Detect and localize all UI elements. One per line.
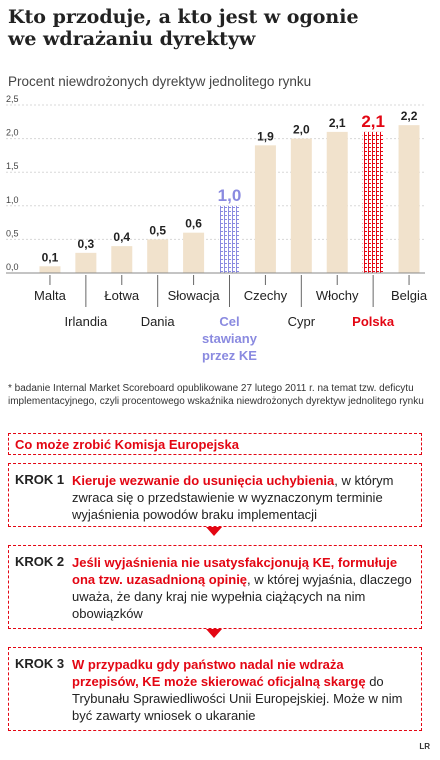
y-tick-label: 1,0 bbox=[6, 195, 19, 205]
category-label: Włochy bbox=[316, 288, 359, 303]
category-label: Dania bbox=[141, 314, 176, 329]
arrow-down-icon bbox=[206, 527, 222, 536]
bar-8 bbox=[326, 131, 348, 273]
footnote: * badanie Internal Market Scoreboard opu… bbox=[8, 383, 424, 407]
step-2: KROK 2 Jeśli wyjaśnienia nie usatysfakcj… bbox=[8, 545, 422, 629]
chart-subtitle: Procent niewdrożonych dyrektyw jednolite… bbox=[8, 74, 312, 89]
bar-4 bbox=[183, 232, 205, 273]
category-label: Cypr bbox=[288, 314, 316, 329]
value-label: 0,4 bbox=[113, 230, 130, 244]
page-title: Kto przoduje, a kto jest w ogonie we wdr… bbox=[8, 6, 428, 50]
bar-6 bbox=[254, 145, 276, 273]
bar-chart: 0,0 0,5 1,0 1,5 2,0 2,5 0,1 Malta 0,3 Irlandia 0,4… bbox=[6, 95, 428, 363]
bar-1 bbox=[75, 252, 97, 273]
step-2-label: KROK 2 bbox=[15, 554, 65, 569]
step-1-rest: , w którym zwraca się o przedstawienie w… bbox=[72, 473, 394, 522]
bar-5 bbox=[219, 205, 240, 273]
category-label: Irlandia bbox=[65, 314, 108, 329]
category-label: stawiany bbox=[202, 331, 258, 346]
bar-9 bbox=[362, 131, 384, 273]
step-3-text: W przypadku gdy państwo nadal nie wdraża… bbox=[72, 656, 412, 724]
category-label: Belgia bbox=[391, 288, 428, 303]
steps-header: Co może zrobić Komisja Europejska bbox=[8, 433, 422, 455]
bar-7 bbox=[290, 138, 312, 273]
value-label: 2,1 bbox=[329, 116, 346, 130]
value-label: 1,0 bbox=[218, 186, 242, 205]
step-2-rest: , w której wyjaśnia, dlaczego uważa, że … bbox=[72, 572, 412, 621]
category-label: Cel bbox=[219, 314, 239, 329]
bar-10 bbox=[398, 125, 420, 273]
value-label: 0,6 bbox=[185, 217, 202, 231]
arrow-down-icon bbox=[206, 629, 222, 638]
step-2-bold: Jeśli wyjaśnienia nie usatysfakcjonują K… bbox=[72, 555, 398, 587]
category-label: Słowacja bbox=[168, 288, 221, 303]
step-3-bold: W przypadku gdy państwo nadal nie wdraża… bbox=[72, 657, 366, 689]
step-3: KROK 3 W przypadku gdy państwo nadal nie… bbox=[8, 647, 422, 731]
step-3-label: KROK 3 bbox=[15, 656, 65, 671]
step-1: KROK 1 Kieruje wezwanie do usunięcia uch… bbox=[8, 463, 422, 527]
title-line-2: we wdrażaniu dyrektyw bbox=[8, 28, 256, 50]
step-1-label: KROK 1 bbox=[15, 472, 65, 487]
y-tick-label: 1,5 bbox=[6, 161, 19, 171]
value-label: 2,1 bbox=[361, 112, 385, 131]
category-label: Łotwa bbox=[104, 288, 139, 303]
value-label: 0,5 bbox=[149, 223, 166, 237]
value-label: 2,2 bbox=[401, 109, 418, 123]
y-tick-label: 0,0 bbox=[6, 262, 19, 272]
bar-0 bbox=[39, 266, 61, 273]
credit: LR bbox=[419, 742, 430, 751]
title-line-1: Kto przoduje, a kto jest w ogonie bbox=[8, 6, 359, 28]
category-label: Malta bbox=[34, 288, 67, 303]
value-label: 1,9 bbox=[257, 129, 274, 143]
step-2-text: Jeśli wyjaśnienia nie usatysfakcjonują K… bbox=[72, 554, 412, 622]
category-label: Czechy bbox=[244, 288, 288, 303]
y-tick-label: 2,0 bbox=[6, 128, 19, 138]
value-label: 0,1 bbox=[42, 250, 59, 264]
bar-2 bbox=[111, 246, 133, 273]
step-3-rest: do Trybunału Sprawiedliwości Unii Europe… bbox=[72, 674, 403, 723]
value-label: 2,0 bbox=[293, 123, 310, 137]
step-1-bold: Kieruje wezwanie do usunięcia uchybienia bbox=[72, 473, 335, 488]
step-1-text: Kieruje wezwanie do usunięcia uchybienia… bbox=[72, 472, 412, 523]
category-label: przez KE bbox=[202, 348, 257, 363]
y-tick-label: 2,5 bbox=[6, 95, 19, 104]
bar-3 bbox=[147, 239, 169, 273]
value-label: 0,3 bbox=[78, 237, 95, 251]
category-label: Polska bbox=[352, 314, 395, 329]
y-tick-label: 0,5 bbox=[6, 228, 19, 238]
